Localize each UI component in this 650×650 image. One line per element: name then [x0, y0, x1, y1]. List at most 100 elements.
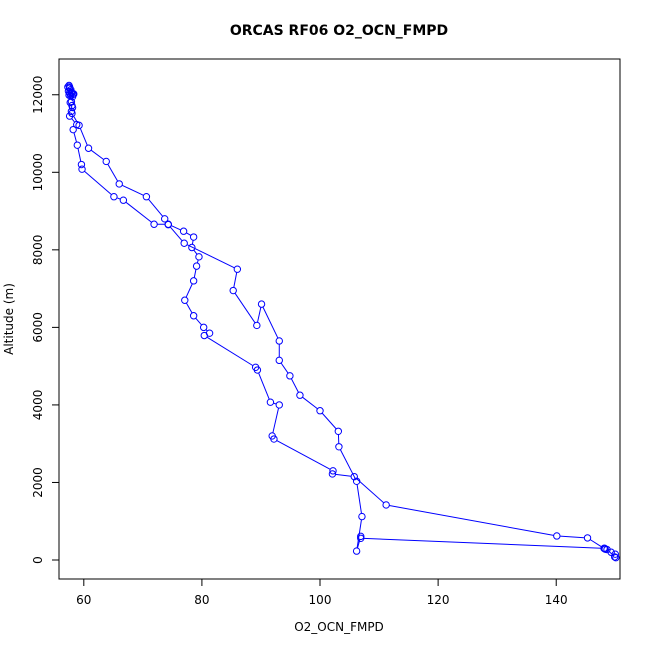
series-line-segment — [196, 259, 199, 264]
series-line-segment — [335, 473, 352, 477]
data-point — [612, 553, 620, 562]
data-point — [329, 467, 337, 475]
data-point — [266, 398, 275, 406]
series-group — [64, 81, 620, 562]
data-point — [102, 157, 110, 166]
data-point — [195, 253, 203, 261]
data-point — [352, 547, 361, 555]
data-point — [358, 512, 366, 521]
data-point — [75, 121, 83, 130]
y-tick-label: 10000 — [31, 153, 45, 191]
series-line-segment — [185, 283, 193, 298]
series-line-segment — [193, 249, 198, 255]
series-line-segment — [186, 232, 192, 236]
data-point — [611, 550, 619, 558]
data-point — [199, 323, 208, 332]
data-point — [180, 239, 188, 247]
series-layer — [64, 81, 620, 562]
x-tick-label: 120 — [427, 593, 450, 607]
series-line-segment — [363, 537, 602, 549]
data-point — [357, 534, 365, 542]
data-point — [286, 372, 294, 380]
data-point — [179, 227, 188, 235]
data-point — [382, 501, 390, 509]
data-point — [229, 286, 237, 295]
data-point — [328, 470, 337, 478]
series-line-segment — [170, 225, 181, 231]
data-point — [270, 435, 278, 443]
data-point — [200, 331, 208, 340]
y-tick-label: 0 — [31, 556, 45, 564]
data-point — [189, 233, 198, 241]
series-line-segment — [84, 170, 112, 196]
series-line-segment — [272, 407, 280, 433]
series-line-segment — [262, 306, 279, 339]
series-line-segment — [71, 118, 76, 123]
data-point — [275, 337, 283, 345]
data-point — [70, 90, 78, 98]
data-point — [352, 477, 361, 485]
series-line-segment — [125, 201, 152, 223]
data-point — [84, 144, 93, 152]
series-line-segment — [169, 226, 183, 242]
series-line-segment — [191, 240, 194, 245]
series-line-segment — [148, 198, 164, 217]
data-point — [610, 553, 619, 561]
x-tick-label: 80 — [194, 593, 209, 607]
data-point — [65, 83, 74, 91]
data-point — [110, 193, 118, 201]
series-line-segment — [195, 317, 202, 326]
data-point — [189, 312, 198, 320]
plot-frame — [58, 58, 621, 580]
data-point — [253, 321, 261, 330]
x-tick-label: 60 — [76, 593, 91, 607]
data-point — [275, 356, 283, 365]
series-line-segment — [121, 184, 144, 196]
series-line-segment — [302, 396, 318, 410]
data-point — [161, 215, 169, 223]
y-axis: 0 2000 4000 6000 8000 10000 12000 — [31, 76, 60, 564]
series-line-segment — [589, 539, 602, 548]
data-point — [115, 180, 123, 188]
x-tick-label: 140 — [545, 593, 568, 607]
data-point — [189, 277, 198, 285]
data-point — [78, 165, 86, 173]
y-tick-label: 6000 — [31, 312, 45, 343]
data-point — [583, 534, 592, 542]
data-point — [350, 472, 358, 481]
data-point — [233, 265, 242, 273]
y-tick-label: 8000 — [31, 235, 45, 266]
data-point — [150, 220, 158, 228]
x-axis-label: O2_OCN_FMPD — [294, 620, 384, 634]
data-point — [69, 125, 77, 134]
data-point — [357, 532, 365, 541]
series-line-segment — [276, 440, 331, 470]
data-point — [68, 109, 76, 118]
data-point — [73, 141, 82, 149]
series-line-segment — [356, 484, 362, 514]
y-tick-label: 4000 — [31, 390, 45, 421]
series-line-segment — [73, 132, 77, 143]
chart-title: ORCAS RF06 O2_OCN_FMPD — [230, 23, 448, 39]
data-point — [188, 243, 196, 252]
series-line-segment — [257, 307, 262, 323]
data-point — [257, 300, 266, 308]
x-tick-label: 100 — [309, 593, 332, 607]
y-axis-label: Altitude (m) — [2, 283, 16, 355]
x-axis: 60 80 100 120 140 — [76, 578, 568, 607]
series-line-segment — [90, 149, 104, 160]
data-point — [600, 544, 609, 553]
data-point — [192, 262, 201, 270]
series-line-segment — [193, 269, 197, 278]
series-line-segment — [290, 378, 299, 393]
series-line-segment — [258, 372, 270, 400]
y-tick-label: 2000 — [31, 467, 45, 498]
data-point — [164, 220, 172, 229]
series-line-segment — [233, 272, 238, 288]
data-point — [253, 366, 262, 374]
data-point — [119, 196, 128, 204]
data-point — [275, 401, 283, 409]
series-line-segment — [559, 535, 585, 539]
data-point — [67, 98, 76, 106]
